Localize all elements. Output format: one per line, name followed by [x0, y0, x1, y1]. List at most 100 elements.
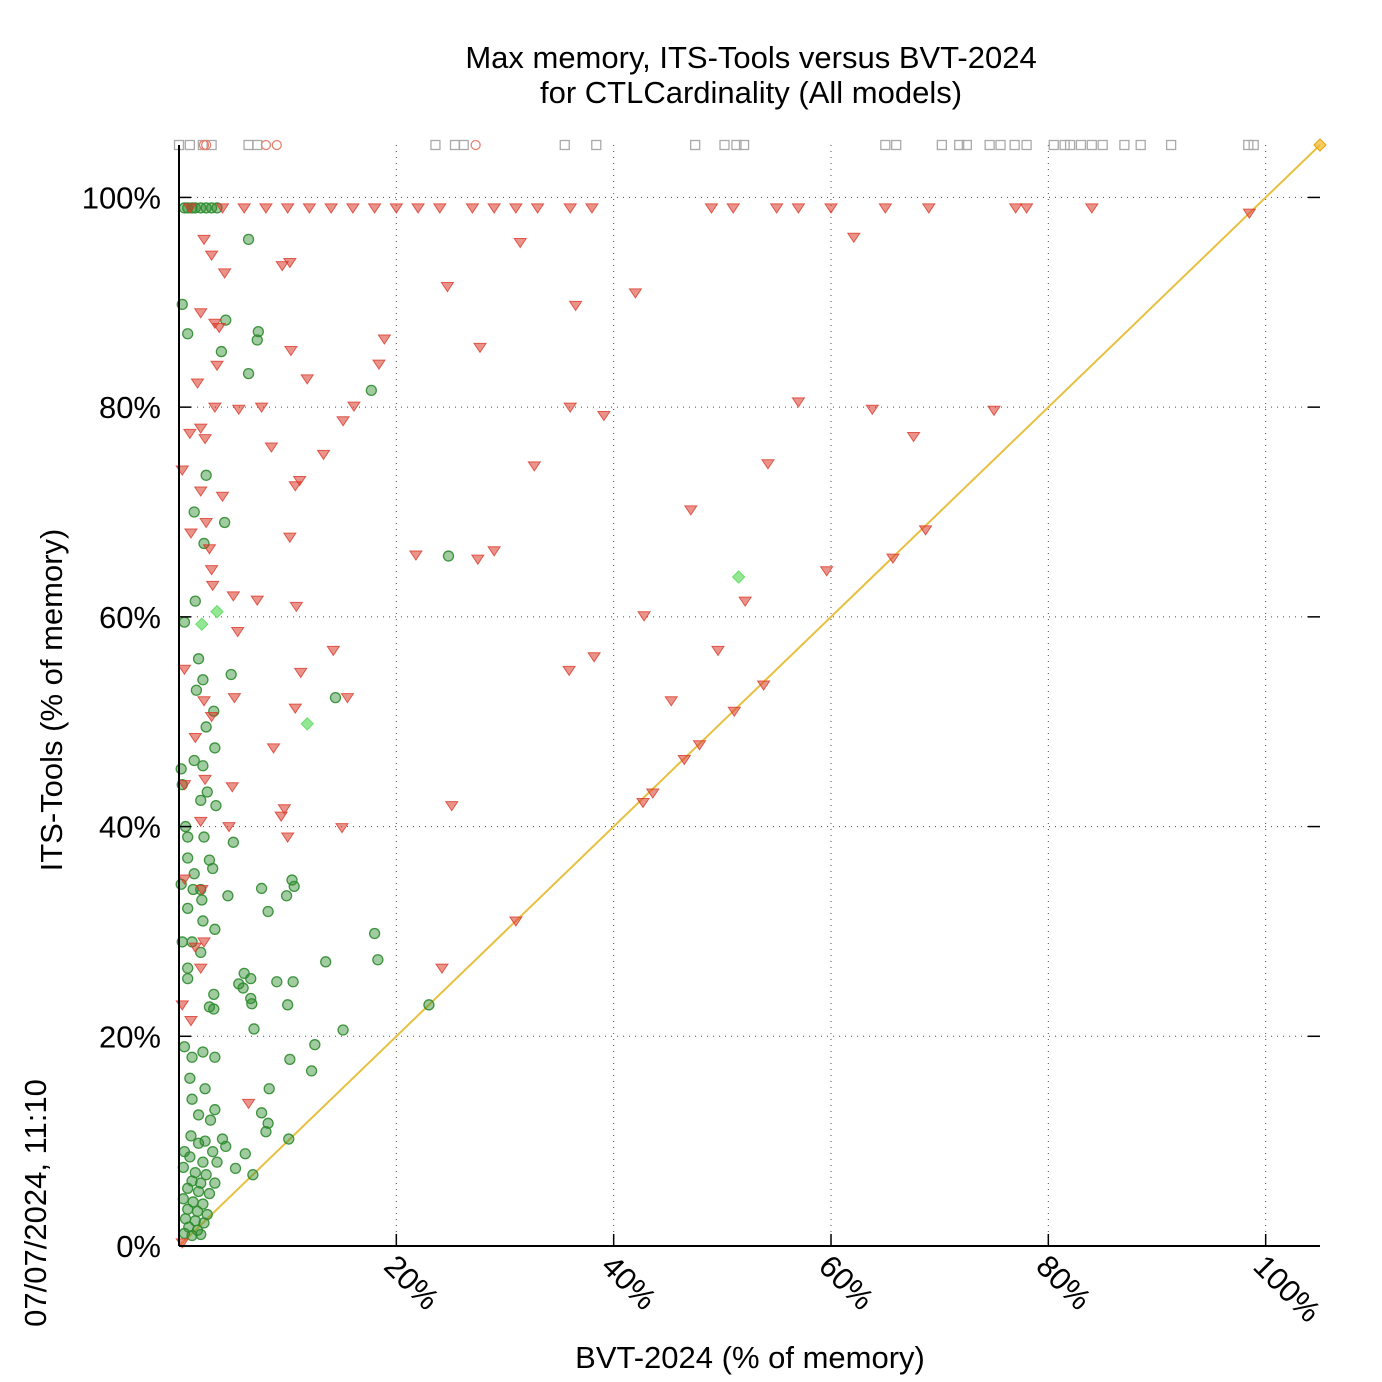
point-triangle — [683, 505, 698, 516]
point-circle — [197, 674, 209, 686]
point-triangle — [918, 525, 933, 536]
point-triangle — [470, 554, 485, 566]
point-triangle — [692, 740, 707, 751]
point-triangle — [987, 405, 1001, 417]
point-triangle — [204, 565, 219, 576]
point-triangle — [377, 334, 392, 345]
y-axis-label: ITS-Tools (% of memory) — [34, 529, 69, 872]
point-circle — [175, 763, 187, 775]
point-circle — [182, 962, 194, 974]
point-diamond — [1313, 138, 1327, 152]
point-circle — [182, 831, 194, 843]
point-circle — [182, 852, 194, 864]
point-triangle — [264, 442, 279, 453]
point-triangle — [508, 916, 523, 927]
point-circle — [207, 862, 219, 875]
point-triangle — [177, 874, 192, 885]
point-triangle — [275, 261, 290, 272]
point-circle — [337, 1024, 349, 1036]
axes — [178, 145, 1320, 1247]
point-triangle — [226, 591, 241, 602]
point-square — [559, 139, 570, 151]
point-circle — [200, 469, 212, 481]
y-tick-label: 60% — [99, 600, 161, 635]
point-triangle — [293, 667, 308, 679]
point-circle — [209, 923, 221, 935]
point-circle — [182, 972, 194, 985]
point-triangle — [274, 811, 289, 822]
point-triangle — [225, 782, 240, 793]
point-triangle — [636, 797, 650, 809]
point-triangle — [432, 203, 447, 214]
point-circle — [198, 831, 210, 843]
point-triangle — [217, 268, 232, 279]
point-circle — [220, 1140, 232, 1153]
point-triangle — [202, 544, 217, 555]
point-square — [1059, 139, 1070, 151]
point-triangle — [241, 1098, 256, 1110]
point-circle — [237, 982, 249, 994]
point-square — [430, 139, 441, 151]
point-triangle — [727, 706, 742, 718]
point-triangle — [584, 203, 599, 214]
point-circle — [229, 1162, 242, 1175]
point-square — [719, 139, 730, 151]
point-triangle — [231, 404, 246, 416]
point-triangle — [819, 566, 834, 577]
point-circle — [255, 1107, 268, 1119]
point-triangle — [335, 823, 349, 834]
point-circle — [247, 1169, 259, 1181]
point-triangle — [906, 432, 921, 443]
point-triangle — [704, 203, 719, 214]
y-tick-label: 0% — [116, 1229, 161, 1264]
point-square — [206, 139, 217, 151]
point-circle — [188, 868, 200, 880]
point-circle — [208, 1003, 220, 1015]
diagonal-line — [178, 144, 1321, 1247]
point-square — [936, 139, 947, 151]
point-triangle — [254, 402, 269, 414]
x-tick-label: 80% — [1029, 1248, 1098, 1317]
point-circle — [186, 1051, 198, 1063]
point-circle — [286, 874, 298, 886]
point-triangle — [508, 203, 523, 214]
timestamp: 07/07/2024, 11:10 — [18, 1079, 53, 1327]
point-square — [1086, 139, 1097, 151]
point-triangle — [194, 884, 209, 896]
point-square — [1135, 139, 1146, 151]
point-triangle — [215, 491, 230, 503]
point-circle — [188, 506, 200, 518]
point-triangle — [205, 580, 220, 592]
point-triangle — [230, 627, 245, 638]
point-circle — [182, 902, 194, 915]
point-triangle — [188, 942, 203, 954]
point-triangle — [596, 411, 611, 422]
point-open-circle — [201, 139, 212, 151]
point-triangle — [184, 1016, 198, 1027]
point-triangle — [184, 528, 198, 539]
point-triangle — [677, 754, 692, 766]
point-triangle — [345, 203, 360, 214]
point-triangle — [288, 481, 303, 492]
grid — [179, 145, 1320, 1246]
point-diamond — [731, 570, 746, 584]
point-circle — [215, 345, 228, 358]
point-circle — [188, 754, 200, 767]
point-circle — [186, 1229, 198, 1242]
point-circle — [227, 836, 239, 848]
point-square — [1248, 139, 1259, 151]
point-triangle — [628, 288, 643, 299]
point-open-circle — [470, 139, 481, 151]
point-circle — [211, 1156, 223, 1168]
point-square — [1119, 139, 1130, 151]
point-triangle — [637, 611, 652, 622]
point-triangle — [280, 203, 295, 214]
point-diamond — [195, 617, 209, 631]
point-triangle — [198, 434, 213, 445]
point-triangle — [408, 550, 423, 561]
point-triangle — [190, 378, 205, 389]
point-triangle — [198, 774, 213, 786]
point-triangle — [326, 645, 341, 657]
point-circle — [222, 890, 234, 902]
point-circle — [182, 1182, 194, 1194]
